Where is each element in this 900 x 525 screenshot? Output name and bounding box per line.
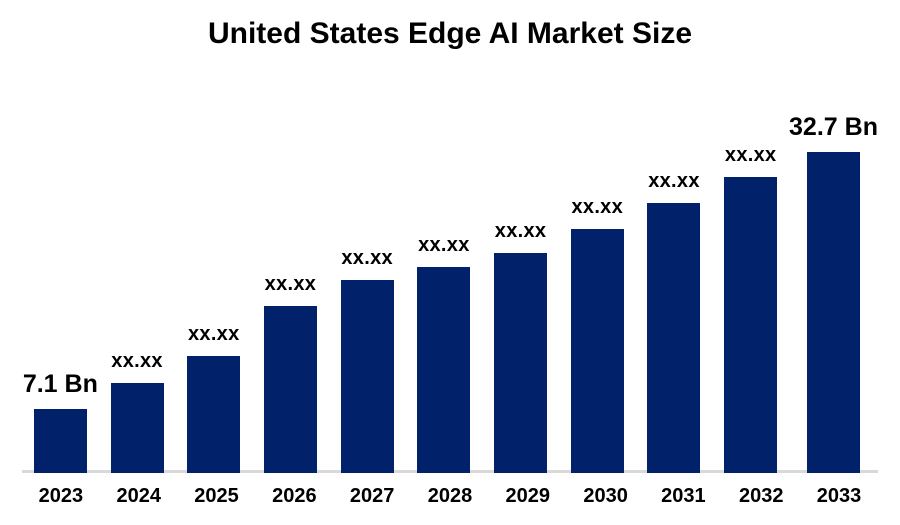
bar-2032 [724,177,778,473]
bar-2027 [340,280,394,473]
bar-2029 [494,253,548,473]
bar-value-label-2025: xx.xx [187,323,240,345]
bar-slot-2031: xx.xx [636,171,713,473]
bars-row: 7.1 Bn xx.xx xx.xx xx.xx xx.xx xx.xx xx.xx xx.x… [22,115,878,473]
x-axis-label-2028: 2028 [427,485,473,507]
bar-value-label-2024: xx.xx [111,350,163,372]
x-axis-labels: 2023 2024 2025 2026 2027 2028 2029 2030 2031 2032… [22,485,878,508]
x-axis-label-2030: 2030 [583,485,628,507]
bar-slot-2026: xx.xx [252,274,329,473]
x-axis-label-2032: 2032 [738,485,784,507]
bar-value-label-2023: 7.1 Bn [22,370,98,398]
bar-slot-2025: xx.xx [175,324,252,473]
x-axis-label-2023: 2023 [38,485,84,507]
bar-slot-2023: 7.1 Bn [22,372,99,473]
bar-slot-2029: xx.xx [482,221,559,473]
bar-2030 [570,229,624,473]
bar-slot-2032: xx.xx [712,145,789,473]
bar-slot-2033: 32.7 Bn [789,115,878,473]
bar-2025 [187,356,241,473]
bar-slot-2028: xx.xx [406,235,483,473]
x-axis-label-2029: 2029 [505,485,551,507]
x-axis-label-2024: 2024 [116,485,161,507]
bar-value-label-2033: 32.7 Bn [789,113,878,141]
x-axis-label-2025: 2025 [194,485,239,507]
bar-slot-2027: xx.xx [329,248,406,473]
bar-slot-2024: xx.xx [99,351,176,473]
bar-value-label-2026: xx.xx [264,273,317,295]
chart-title: United States Edge AI Market Size [207,17,692,50]
bar-2024 [110,383,164,473]
x-axis-label-2033: 2033 [816,485,862,507]
bar-2033 [807,152,860,473]
bar-value-label-2027: xx.xx [341,247,393,269]
x-axis-label-2027: 2027 [349,485,395,507]
bar-value-label-2031: xx.xx [648,170,700,192]
bar-value-label-2030: xx.xx [571,196,624,218]
bar-2023 [33,409,87,473]
bar-2028 [417,267,471,473]
x-axis-label-2026: 2026 [272,485,317,507]
bar-value-label-2028: xx.xx [418,234,470,256]
bar-2031 [647,203,701,473]
x-axis-label-2031: 2031 [661,485,706,507]
bar-2026 [263,306,317,473]
bar-value-label-2029: xx.xx [494,220,547,242]
bar-slot-2030: xx.xx [559,197,636,473]
bar-value-label-2032: xx.xx [724,144,777,166]
